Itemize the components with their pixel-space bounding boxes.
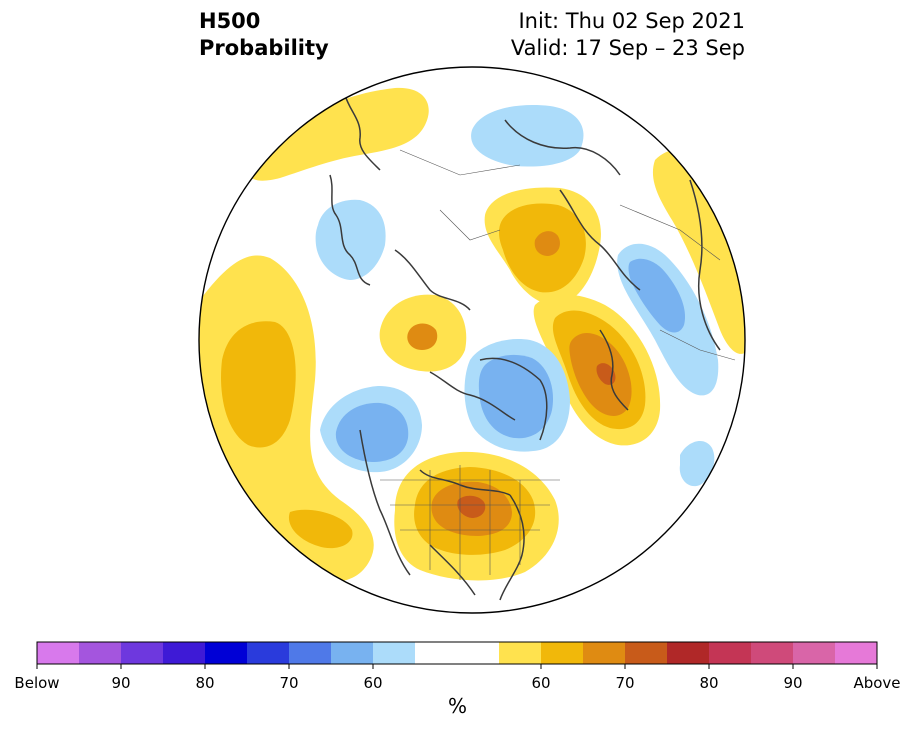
tick-label-below: Below	[14, 674, 59, 692]
below-region-europe-core	[628, 258, 686, 333]
colorbar-swatch	[37, 642, 80, 664]
colorbar-swatch	[835, 642, 878, 664]
tick-label-above: Above	[853, 674, 900, 692]
title-left: H500 Probability	[199, 8, 329, 62]
tick-label-below-80: 80	[195, 674, 214, 692]
colorbar-swatch	[667, 642, 710, 664]
colorbar-swatch	[331, 642, 374, 664]
colorbar-swatch	[793, 642, 836, 664]
below-region-caspian	[679, 440, 715, 487]
tick-label-above-90: 90	[783, 674, 802, 692]
colorbar-swatch	[163, 642, 206, 664]
colorbar-swatch	[289, 642, 332, 664]
colorbar-swatch	[541, 642, 584, 664]
valid-range-label: Valid: 17 Sep – 23 Sep	[510, 36, 745, 60]
tick-label-below-70: 70	[279, 674, 298, 692]
above-region-barents-peak	[534, 231, 560, 256]
colorbar-swatch	[373, 642, 416, 664]
colorbar-ticks	[36, 664, 878, 669]
colorbar-swatch	[625, 642, 668, 664]
colorbar: Below 90 80 70 60 60 70 80 90 Above	[14, 641, 901, 692]
colorbar-swatch	[205, 642, 248, 664]
colorbar-swatch	[457, 642, 500, 664]
tick-label-above-70: 70	[615, 674, 634, 692]
below-region-hudson-core	[335, 402, 409, 462]
colorbar-units-label: %	[447, 694, 467, 718]
colorbar-swatch	[751, 642, 794, 664]
product-label: Probability	[199, 36, 329, 60]
globe-background	[199, 67, 745, 613]
title-right: Init: Thu 02 Sep 2021 Valid: 17 Sep – 23…	[511, 8, 745, 62]
colorbar-swatch	[583, 642, 626, 664]
political-borders	[380, 149, 736, 580]
init-date-label: Init: Thu 02 Sep 2021	[518, 9, 745, 33]
variable-label: H500	[199, 9, 261, 33]
polar-probability-map	[198, 66, 746, 614]
colorbar-swatch	[247, 642, 290, 664]
colorbar-swatch	[415, 642, 458, 664]
tick-label-above-60: 60	[531, 674, 550, 692]
colorbar-swatch	[499, 642, 542, 664]
tick-label-below-90: 90	[111, 674, 130, 692]
below-region-siberia	[471, 105, 584, 167]
above-region-aleutian	[288, 509, 353, 549]
above-region-canada-arctic-core	[407, 323, 438, 350]
globe-outline	[198, 66, 746, 614]
tick-label-above-80: 80	[699, 674, 718, 692]
colorbar-swatch	[79, 642, 122, 664]
tick-label-below-60: 60	[363, 674, 382, 692]
above-region-pacific-core	[221, 321, 296, 448]
above-region-northwest	[250, 87, 429, 181]
colorbar-swatch	[121, 642, 164, 664]
above-region-eastern-us-peak	[457, 495, 486, 518]
colorbar-swatches	[37, 642, 878, 664]
colorbar-frame	[36, 641, 878, 665]
probability-contours	[199, 87, 745, 601]
below-region-aleutian-low	[315, 199, 386, 280]
colorbar-swatch	[709, 642, 752, 664]
